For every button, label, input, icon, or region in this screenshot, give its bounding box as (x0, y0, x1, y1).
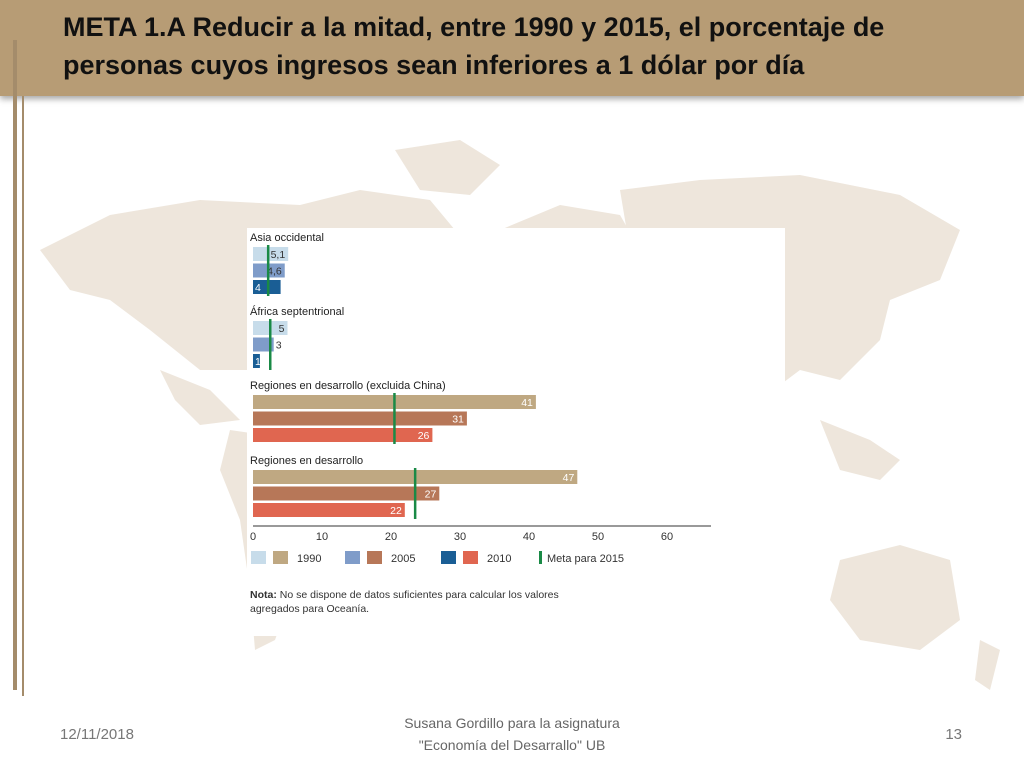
bar (253, 411, 467, 426)
chart-note-text-line-2: agregados para Oceanía. (250, 603, 369, 615)
legend-swatch (345, 551, 360, 564)
chart-panel: Asia occidental 5,1 4,6 4 África septentrion… (247, 228, 785, 636)
group-label: Regiones en desarrollo (250, 455, 363, 467)
chart-note: Nota: No se dispone de datos suficientes… (250, 589, 559, 615)
bar (253, 503, 405, 517)
poverty-bar-chart: Asia occidental 5,1 4,6 4 África septentrion… (250, 232, 711, 615)
bar-value-label: 26 (418, 430, 430, 442)
bar (253, 337, 274, 352)
x-tick-label: 50 (592, 531, 604, 543)
legend-swatch (273, 551, 288, 564)
legend-swatch (251, 551, 266, 564)
legend-swatch-target (539, 551, 542, 564)
footer-date: 12/11/2018 (60, 726, 134, 743)
footer-credit-line-2: "Economía del Desarrallo" UB (418, 737, 606, 753)
footer-credit-line-1: Susana Gordillo para la asignatura (404, 715, 620, 731)
legend-swatch (367, 551, 382, 564)
slide-header: META 1.A Reducir a la mitad, entre 1990 … (0, 0, 1024, 96)
bar-value-label: 1 (255, 356, 261, 368)
group-label: África septentrional (250, 305, 344, 318)
bar (253, 428, 433, 442)
footer-credit: Susana Gordillo para la asignatura "Econ… (362, 712, 662, 756)
x-tick-label: 0 (250, 531, 256, 543)
bar-value-label: 4 (255, 282, 261, 294)
legend-label: 2005 (391, 553, 415, 565)
chart-note-text-line-1: No se dispone de datos suficientes para … (277, 589, 559, 601)
x-tick-label: 20 (385, 531, 397, 543)
bar (253, 354, 260, 368)
group-label: Regiones en desarrollo (excluida China) (250, 380, 446, 392)
x-tick-label: 30 (454, 531, 466, 543)
bar (253, 280, 281, 294)
bar-value-label: 5,1 (271, 249, 286, 261)
bar-value-label: 27 (425, 489, 437, 501)
x-tick-label: 60 (661, 531, 673, 543)
legend-swatch (463, 551, 478, 564)
x-tick-label: 10 (316, 531, 328, 543)
x-tick-label: 40 (523, 531, 535, 543)
legend-label: 1990 (297, 553, 321, 565)
bar-value-label: 3 (276, 340, 282, 352)
page-number: 13 (945, 726, 962, 743)
bar-value-label: 4,6 (267, 266, 282, 278)
bar-value-label: 41 (521, 397, 533, 409)
bar-value-label: 5 (279, 323, 285, 335)
chart-note-label: Nota: (250, 589, 277, 601)
bar-value-label: 22 (390, 505, 402, 517)
decorative-vertical-line (13, 40, 17, 690)
legend-swatch (441, 551, 456, 564)
bar (253, 247, 289, 261)
bar (253, 486, 440, 501)
decorative-vertical-line-thin (22, 96, 24, 696)
legend-label: Meta para 2015 (547, 553, 624, 565)
bar-value-label: 47 (563, 472, 575, 484)
slide-title: META 1.A Reducir a la mitad, entre 1990 … (63, 12, 885, 80)
legend-label: 2010 (487, 553, 511, 565)
group-label: Asia occidental (250, 232, 324, 244)
bar-value-label: 31 (452, 414, 464, 426)
